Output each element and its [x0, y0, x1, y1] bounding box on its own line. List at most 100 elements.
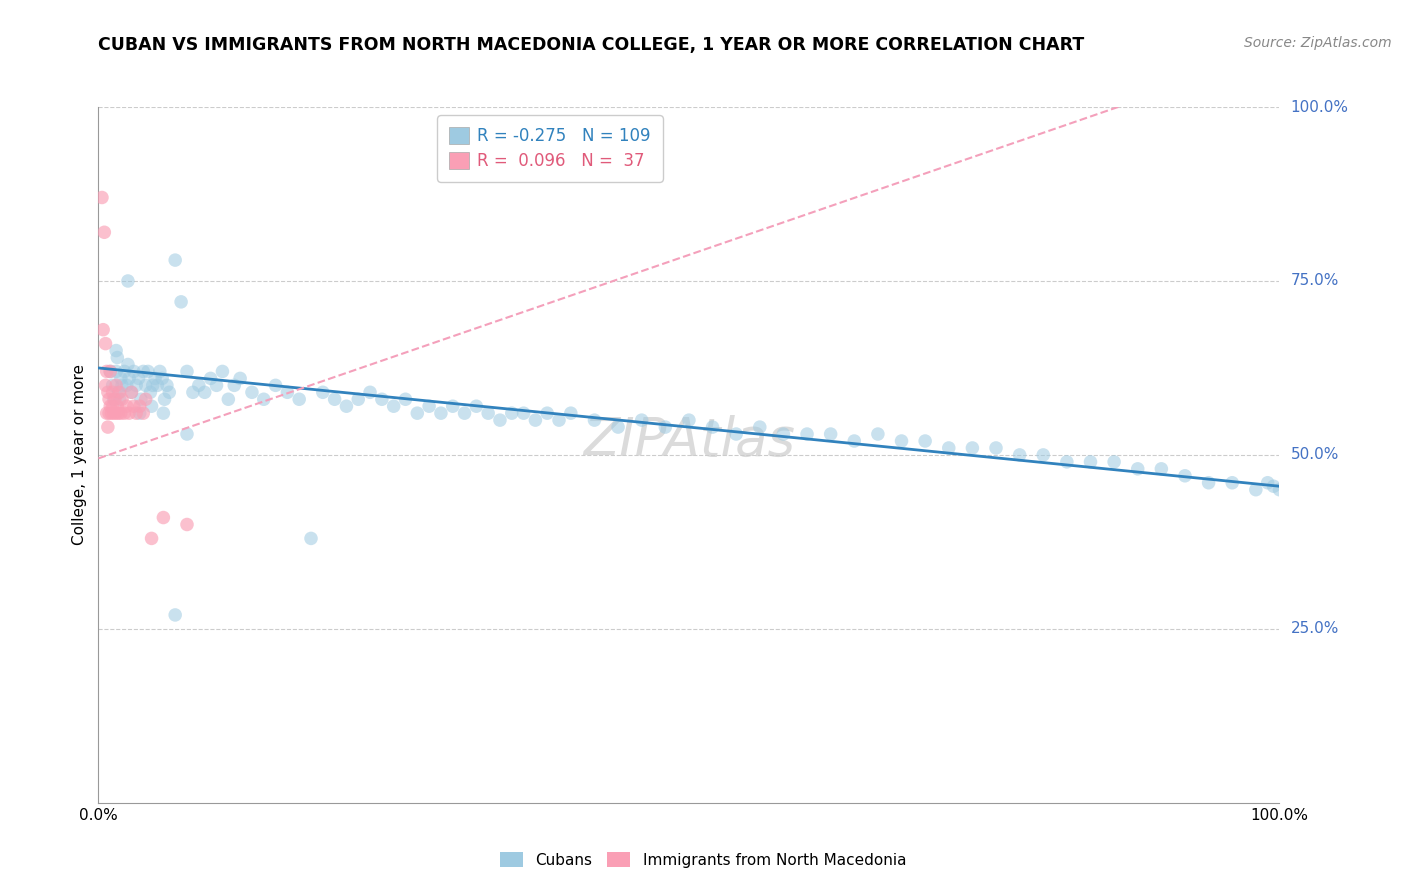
Point — [117, 274, 139, 288]
Point — [117, 358, 139, 372]
Point — [560, 406, 582, 420]
Point — [524, 413, 547, 427]
Point — [548, 413, 571, 427]
Point — [105, 378, 128, 392]
Point — [128, 371, 150, 385]
Point — [200, 371, 222, 385]
Point — [430, 406, 453, 420]
Point — [110, 406, 132, 420]
Point — [1268, 483, 1291, 497]
Point — [94, 336, 117, 351]
Text: ZIPAtlas: ZIPAtlas — [583, 415, 794, 467]
Point — [217, 392, 239, 407]
Point — [101, 399, 124, 413]
Point — [347, 392, 370, 407]
Point — [299, 532, 322, 546]
Point — [1174, 468, 1197, 483]
Point — [135, 392, 157, 407]
Point — [129, 392, 152, 407]
Point — [406, 406, 429, 420]
Text: CUBAN VS IMMIGRANTS FROM NORTH MACEDONIA COLLEGE, 1 YEAR OR MORE CORRELATION CHA: CUBAN VS IMMIGRANTS FROM NORTH MACEDONIA… — [98, 36, 1084, 54]
Text: 50.0%: 50.0% — [1291, 448, 1339, 462]
Point — [938, 441, 960, 455]
Point — [118, 406, 141, 420]
Point — [111, 378, 134, 392]
Point — [146, 378, 169, 392]
Point — [1080, 455, 1102, 469]
Point — [1056, 455, 1078, 469]
Point — [108, 385, 131, 400]
Text: 75.0%: 75.0% — [1291, 274, 1339, 288]
Point — [914, 434, 936, 448]
Point — [150, 371, 173, 385]
Point — [143, 371, 166, 385]
Point — [1244, 483, 1267, 497]
Point — [748, 420, 770, 434]
Point — [418, 399, 440, 413]
Point — [110, 371, 132, 385]
Point — [105, 364, 128, 378]
Point — [115, 378, 138, 392]
Point — [984, 441, 1007, 455]
Point — [136, 364, 159, 378]
Point — [583, 413, 606, 427]
Point — [96, 406, 118, 420]
Point — [512, 406, 534, 420]
Point — [796, 427, 818, 442]
Point — [820, 427, 842, 442]
Point — [98, 364, 121, 378]
Point — [97, 420, 120, 434]
Point — [335, 399, 357, 413]
Point — [97, 385, 120, 400]
Point — [105, 343, 128, 358]
Point — [125, 406, 148, 420]
Point — [149, 364, 172, 378]
Point — [1263, 479, 1285, 493]
Point — [141, 399, 163, 413]
Point — [205, 378, 228, 392]
Point — [962, 441, 984, 455]
Point — [1198, 475, 1220, 490]
Point — [630, 413, 652, 427]
Point — [107, 406, 129, 420]
Point — [152, 406, 174, 420]
Point — [142, 378, 165, 392]
Legend: Cubans, Immigrants from North Macedonia: Cubans, Immigrants from North Macedonia — [492, 845, 914, 875]
Point — [1032, 448, 1054, 462]
Point — [105, 399, 128, 413]
Point — [153, 392, 176, 407]
Point — [103, 406, 125, 420]
Point — [441, 399, 464, 413]
Point — [678, 413, 700, 427]
Point — [157, 385, 180, 400]
Point — [170, 294, 193, 309]
Point — [100, 406, 122, 420]
Point — [1150, 462, 1173, 476]
Point — [211, 364, 233, 378]
Point — [465, 399, 488, 413]
Point — [359, 385, 381, 400]
Point — [103, 392, 125, 407]
Point — [323, 392, 346, 407]
Point — [181, 385, 204, 400]
Point — [240, 385, 263, 400]
Point — [607, 420, 630, 434]
Point — [91, 323, 114, 337]
Point — [187, 378, 209, 392]
Point — [176, 364, 198, 378]
Point — [118, 371, 141, 385]
Point — [1257, 475, 1279, 490]
Point — [108, 392, 131, 407]
Point — [176, 517, 198, 532]
Point — [382, 399, 405, 413]
Point — [132, 364, 155, 378]
Point — [276, 385, 298, 400]
Point — [890, 434, 912, 448]
Text: 25.0%: 25.0% — [1291, 622, 1339, 636]
Point — [501, 406, 523, 420]
Point — [453, 406, 475, 420]
Point — [654, 420, 676, 434]
Point — [98, 392, 121, 407]
Point — [101, 378, 124, 392]
Point — [91, 190, 114, 204]
